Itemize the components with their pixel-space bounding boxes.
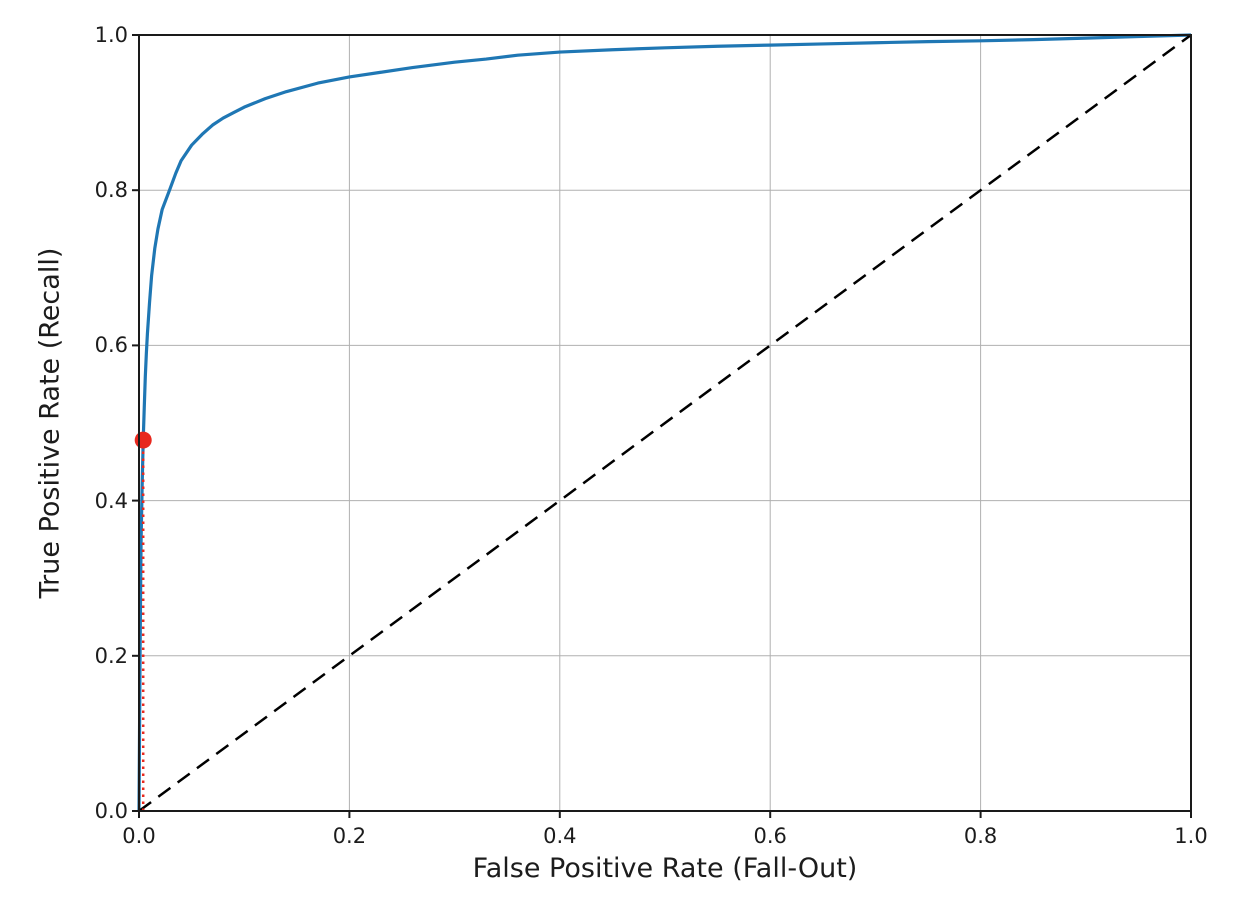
x-tick-label: 1.0 bbox=[1174, 824, 1208, 848]
x-tick-label: 0.4 bbox=[543, 824, 577, 848]
roc-curve bbox=[137, 33, 1192, 812]
x-tick-label: 0.6 bbox=[753, 824, 787, 848]
y-tick-label: 0.0 bbox=[94, 799, 128, 823]
y-tick-label: 0.8 bbox=[94, 178, 128, 203]
y-tick-label: 1.0 bbox=[94, 23, 128, 47]
y-axis-label: True Positive Rate (Recall) bbox=[34, 247, 66, 599]
x-tick-label: 0.2 bbox=[332, 824, 367, 848]
x-tick-label: 0.8 bbox=[963, 824, 998, 848]
y-tick-label: 0.4 bbox=[94, 488, 128, 513]
y-tick-label: 0.6 bbox=[94, 333, 128, 358]
operating-point bbox=[134, 431, 152, 449]
plot-spines bbox=[138, 34, 1192, 812]
chance-diagonal bbox=[138, 33, 1192, 813]
y-tick-label: 0.2 bbox=[94, 643, 128, 668]
x-axis-label: False Positive Rate (Fall-Out) bbox=[472, 853, 858, 884]
x-tick-label: 0.0 bbox=[122, 824, 156, 848]
